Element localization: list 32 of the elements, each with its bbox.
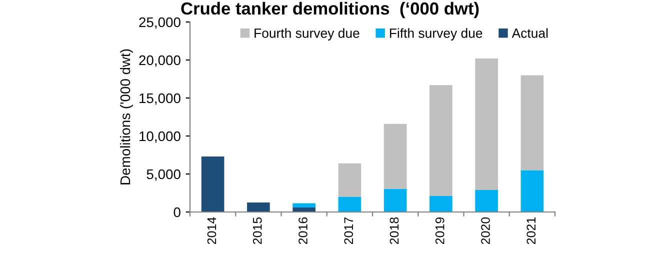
bar xyxy=(475,190,498,212)
bar xyxy=(430,85,452,196)
legend-label: Fourth survey due xyxy=(254,28,360,40)
y-axis-title: Demolitions ('000 dwt) xyxy=(120,49,133,184)
bar xyxy=(338,163,362,197)
legend-label: Fifth survey due xyxy=(390,28,482,40)
bar xyxy=(247,202,270,212)
x-tick-label: 2020 xyxy=(481,217,490,244)
bar xyxy=(384,124,407,189)
x-tick-label: 2017 xyxy=(344,217,354,244)
bar xyxy=(520,75,544,170)
y-tick-label: 25,000 xyxy=(139,17,180,29)
bar xyxy=(338,196,362,212)
y-tick-label: 0 xyxy=(174,207,180,218)
y-tick-label: 5,000 xyxy=(146,169,180,181)
chart-title: Crude tanker demolitions (‘000 dwt) xyxy=(181,2,479,18)
y-tick-label: 10,000 xyxy=(140,131,180,143)
x-tick-label: 2014 xyxy=(207,217,216,244)
bar xyxy=(475,58,498,190)
bar xyxy=(430,196,452,212)
bar xyxy=(201,156,224,212)
x-tick-label: 2019 xyxy=(435,217,444,244)
x-tick-label: 2018 xyxy=(390,217,399,244)
bar xyxy=(520,170,544,212)
y-tick-label: 20,000 xyxy=(139,55,180,67)
x-tick-label: 2015 xyxy=(252,217,262,244)
bar xyxy=(384,188,407,212)
x-tick-label: 2021 xyxy=(526,217,536,244)
y-tick-label: 15,000 xyxy=(140,93,180,105)
bar xyxy=(292,203,316,208)
legend-label: Actual xyxy=(512,28,548,38)
x-tick-label: 2016 xyxy=(298,217,308,244)
